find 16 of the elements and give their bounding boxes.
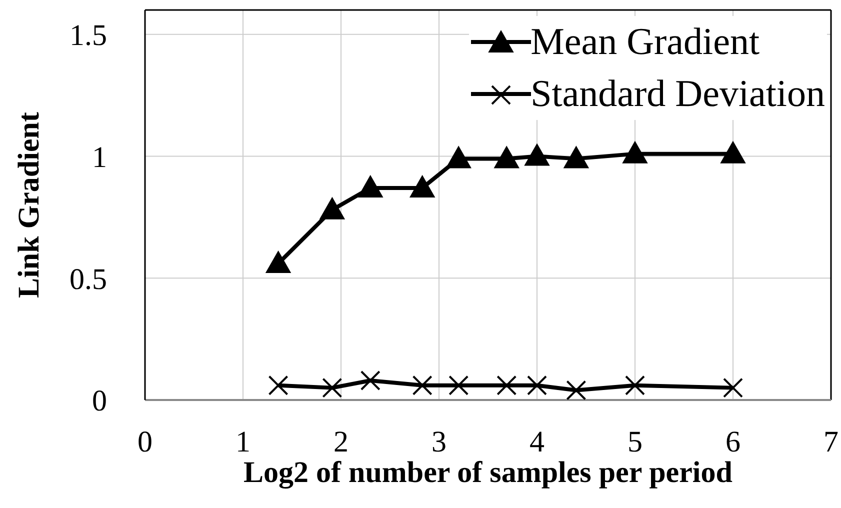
x-axis-title: Log2 of number of samples per period [244,456,733,489]
y-tick-label: 0.5 [70,262,107,296]
y-tick-label: 0 [92,384,107,418]
y-axis-title: Link Gradient [12,112,46,298]
x-tick-label: 0 [138,425,152,458]
x-tick-label: 7 [824,425,838,458]
x-tick-label: 4 [530,425,544,458]
x-tick-label: 3 [432,425,446,458]
x-tick-label: 2 [334,425,348,458]
x-tick-label: 6 [726,425,740,458]
x-tick-label: 1 [236,425,250,458]
legend-label: Standard Deviation [530,72,825,117]
y-tick-label: 1 [92,140,107,174]
legend-label: Mean Gradient [530,20,760,65]
x-tick-label: 5 [628,425,642,458]
y-tick-label: 1.5 [70,19,107,52]
